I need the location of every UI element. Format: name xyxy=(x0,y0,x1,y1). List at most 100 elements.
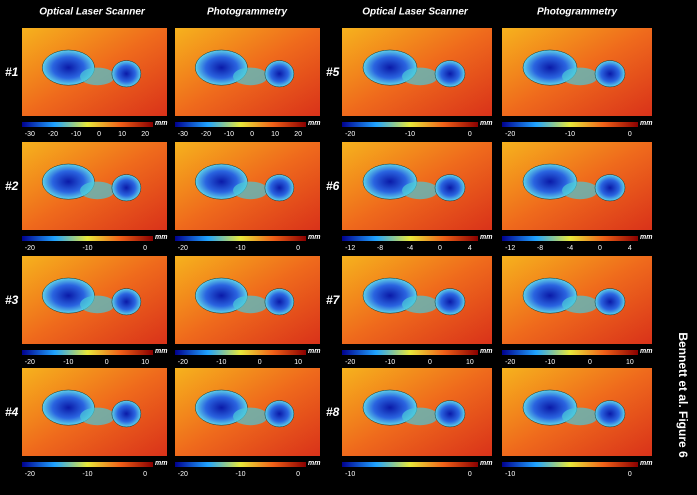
footprint-heel xyxy=(434,60,466,88)
colorbar xyxy=(22,236,153,241)
colorbar-unit: mm xyxy=(155,234,167,241)
colorbar-unit: mm xyxy=(308,460,320,467)
specimen-label: #7 xyxy=(326,293,341,307)
footprint-heel xyxy=(594,60,626,88)
footprint-arch xyxy=(233,67,268,86)
colorbar xyxy=(22,462,153,467)
footprint-heel xyxy=(264,60,295,88)
colorbar-tick-label: -20 xyxy=(48,131,58,138)
colorbar-tick-label: 0 xyxy=(296,245,300,252)
colorbar-tick-label: -20 xyxy=(505,131,515,138)
colorbar-tick-label: -12 xyxy=(345,245,355,252)
colorbar-tick-label: -10 xyxy=(385,359,395,366)
colorbar-tick-label: -10 xyxy=(505,471,515,478)
colorbar-tick-label: -10 xyxy=(224,131,234,138)
colorbar xyxy=(502,350,638,355)
colorbar xyxy=(502,236,638,241)
footprint-heel xyxy=(264,288,295,316)
colorbar-tick-label: -8 xyxy=(537,245,543,252)
colorbar-unit: mm xyxy=(640,120,652,127)
column-header: Photogrammetry xyxy=(537,7,617,18)
footprint-heel xyxy=(111,400,142,428)
specimen-label: #6 xyxy=(326,179,340,193)
specimen-label: #2 xyxy=(5,179,19,193)
colorbar-tick-label: 10 xyxy=(626,359,634,366)
colorbar-tick-label: 0 xyxy=(143,471,147,478)
colorbar-tick-label: -4 xyxy=(567,245,573,252)
footprint-heel xyxy=(111,174,142,202)
colorbar-tick-label: -10 xyxy=(345,471,355,478)
colorbar-unit: mm xyxy=(480,120,492,127)
colorbar-tick-label: -10 xyxy=(216,359,226,366)
colorbar-tick-label: 0 xyxy=(105,359,109,366)
footprint-arch xyxy=(233,181,268,200)
colorbar-tick-label: 0 xyxy=(628,131,632,138)
footprint-heel xyxy=(594,400,626,428)
colorbar-tick-label: 0 xyxy=(598,245,602,252)
footprint-heel xyxy=(594,288,626,316)
footprint-arch xyxy=(402,407,438,426)
footprint-arch xyxy=(233,295,268,314)
colorbar xyxy=(175,236,306,241)
footprint-heel xyxy=(264,400,295,428)
colorbar-tick-label: -20 xyxy=(345,359,355,366)
specimen-label: #4 xyxy=(5,405,19,419)
colorbar-tick-label: -10 xyxy=(63,359,73,366)
colorbar-tick-label: -20 xyxy=(505,359,515,366)
colorbar-tick-label: -20 xyxy=(25,471,35,478)
colorbar xyxy=(342,462,478,467)
colorbar-tick-label: -20 xyxy=(25,245,35,252)
colorbar xyxy=(342,350,478,355)
colorbar-tick-label: -20 xyxy=(178,471,188,478)
colorbar xyxy=(175,350,306,355)
colorbar-tick-label: 10 xyxy=(294,359,302,366)
footprint-arch xyxy=(233,407,268,426)
specimen-label: #8 xyxy=(326,405,340,419)
column-header: Optical Laser Scanner xyxy=(39,7,146,18)
footprint-heel xyxy=(434,288,466,316)
footprint-heel xyxy=(111,60,142,88)
colorbar xyxy=(342,122,478,127)
colorbar-tick-label: -30 xyxy=(25,131,35,138)
colorbar-tick-label: 0 xyxy=(296,471,300,478)
colorbar-tick-label: -8 xyxy=(377,245,383,252)
footprint-arch xyxy=(402,295,438,314)
footprint-arch xyxy=(80,407,115,426)
footprint-arch xyxy=(80,295,115,314)
column-header: Photogrammetry xyxy=(207,7,287,18)
colorbar-tick-label: 4 xyxy=(628,245,632,252)
colorbar-unit: mm xyxy=(640,460,652,467)
colorbar-unit: mm xyxy=(480,234,492,241)
colorbar-unit: mm xyxy=(480,460,492,467)
footprint-arch xyxy=(402,181,438,200)
colorbar-tick-label: -10 xyxy=(82,471,92,478)
colorbar-tick-label: 0 xyxy=(468,131,472,138)
colorbar-tick-label: -20 xyxy=(345,131,355,138)
colorbar-tick-label: 0 xyxy=(628,471,632,478)
footprint-heel xyxy=(111,288,142,316)
colorbar-tick-label: 0 xyxy=(143,245,147,252)
colorbar xyxy=(175,122,306,127)
footprint-heel xyxy=(434,400,466,428)
colorbar-tick-label: -10 xyxy=(235,471,245,478)
footprint-arch xyxy=(562,67,598,86)
colorbar-tick-label: 10 xyxy=(118,131,126,138)
colorbar-tick-label: -10 xyxy=(71,131,81,138)
colorbar-tick-label: -20 xyxy=(178,245,188,252)
colorbar xyxy=(502,462,638,467)
colorbar-tick-label: 20 xyxy=(294,131,302,138)
colorbar-tick-label: 0 xyxy=(428,359,432,366)
colorbar-tick-label: -20 xyxy=(178,359,188,366)
colorbar-unit: mm xyxy=(308,120,320,127)
colorbar-tick-label: -10 xyxy=(565,131,575,138)
footprint-heel xyxy=(264,174,295,202)
colorbar-unit: mm xyxy=(155,348,167,355)
colorbar-tick-label: 0 xyxy=(258,359,262,366)
colorbar-unit: mm xyxy=(308,348,320,355)
colorbar-unit: mm xyxy=(308,234,320,241)
colorbar-unit: mm xyxy=(155,460,167,467)
footprint-arch xyxy=(80,67,115,86)
specimen-label: #3 xyxy=(5,293,19,307)
colorbar-tick-label: 0 xyxy=(468,471,472,478)
